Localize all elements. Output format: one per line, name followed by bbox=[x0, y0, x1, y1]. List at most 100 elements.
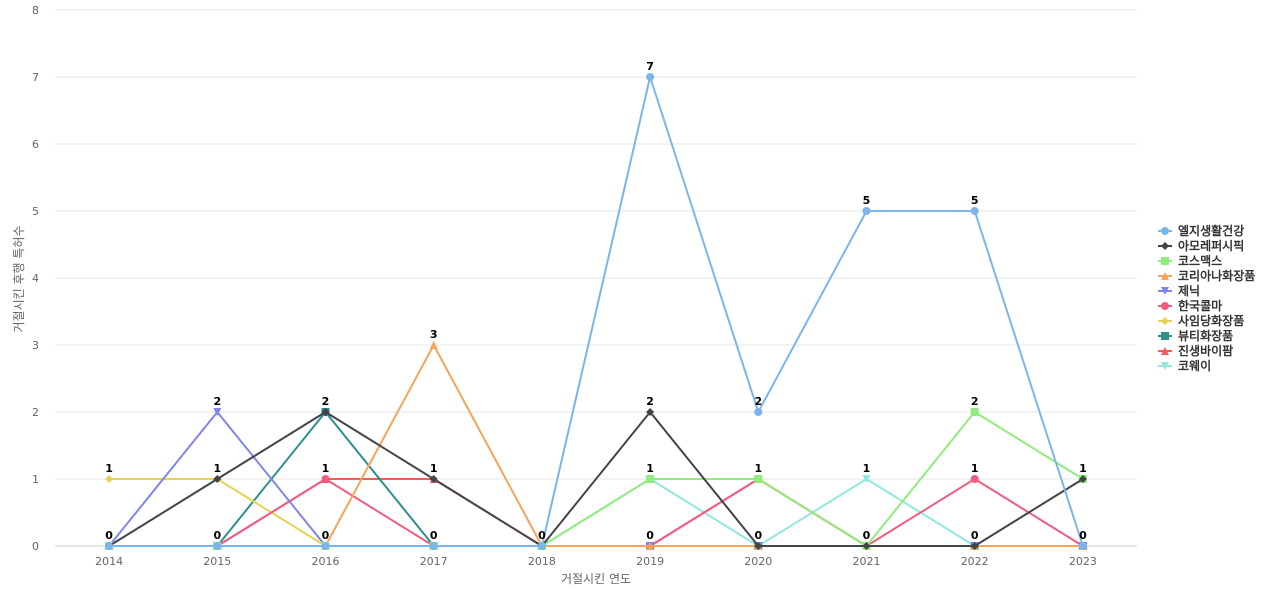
data-label: 1 bbox=[105, 462, 113, 475]
legend-item[interactable]: 제닉 bbox=[1158, 283, 1200, 298]
data-point bbox=[970, 207, 979, 215]
x-tick-label: 2021 bbox=[853, 555, 881, 568]
legend-label: 한국콜마 bbox=[1178, 298, 1222, 313]
data-point bbox=[321, 542, 330, 550]
y-axis-title: 거절시킨 후행 특허수 bbox=[11, 226, 26, 333]
data-label: 0 bbox=[863, 529, 871, 542]
data-label: 0 bbox=[213, 529, 221, 542]
x-tick-label: 2016 bbox=[312, 555, 340, 568]
legend-marker bbox=[1161, 242, 1169, 250]
data-label: 2 bbox=[646, 395, 654, 408]
data-point bbox=[970, 475, 979, 483]
data-label: 3 bbox=[430, 328, 438, 341]
x-tick-label: 2014 bbox=[95, 555, 123, 568]
legend-marker bbox=[1161, 227, 1169, 235]
y-tick-label: 0 bbox=[32, 540, 39, 553]
legend-label: 제닉 bbox=[1178, 283, 1200, 298]
legend-marker bbox=[1161, 362, 1169, 370]
legend-label: 진생바이팜 bbox=[1178, 343, 1233, 358]
legend-item[interactable]: 엘지생활건강 bbox=[1158, 223, 1244, 238]
data-point bbox=[1078, 475, 1087, 483]
data-label: 5 bbox=[863, 194, 871, 207]
x-axis-tick-labels: 2014 2015 2016 2017 2018 2019 2020 2021 2022 2023 bbox=[95, 555, 1097, 568]
data-point bbox=[213, 475, 222, 483]
data-point bbox=[1078, 542, 1087, 550]
x-tick-label: 2023 bbox=[1069, 555, 1097, 568]
legend-item[interactable]: 뷰티화장품 bbox=[1158, 328, 1233, 343]
series-layer bbox=[105, 73, 1087, 550]
data-point bbox=[862, 207, 871, 215]
data-point bbox=[862, 542, 871, 550]
data-label: 1 bbox=[1079, 462, 1087, 475]
data-point bbox=[646, 73, 655, 81]
legend-label: 엘지생활건강 bbox=[1178, 223, 1244, 238]
legend-marker bbox=[1161, 347, 1169, 355]
data-label: 0 bbox=[754, 529, 762, 542]
y-tick-label: 4 bbox=[32, 272, 39, 285]
legend-label: 사임당화장품 bbox=[1178, 313, 1244, 328]
data-label: 0 bbox=[971, 529, 979, 542]
legend-label: 코웨이 bbox=[1178, 358, 1211, 373]
legend-item[interactable]: 코리아나화장품 bbox=[1158, 268, 1255, 283]
x-axis-title: 거절시킨 연도 bbox=[561, 572, 631, 586]
series-line bbox=[108, 411, 1084, 547]
data-point bbox=[321, 475, 330, 483]
data-label: 2 bbox=[754, 395, 762, 408]
legend-marker bbox=[1161, 272, 1169, 280]
grid-lines bbox=[55, 9, 1137, 547]
y-tick-label: 2 bbox=[32, 406, 39, 419]
data-label: 0 bbox=[322, 529, 330, 542]
data-point bbox=[105, 542, 114, 550]
data-point bbox=[213, 542, 222, 550]
series-1 bbox=[105, 73, 1087, 550]
legend-item[interactable]: 아모레퍼시픽 bbox=[1158, 238, 1244, 253]
data-point bbox=[537, 542, 546, 550]
x-tick-label: 2015 bbox=[203, 555, 231, 568]
data-label: 1 bbox=[754, 462, 762, 475]
data-point bbox=[429, 341, 438, 349]
data-point bbox=[321, 408, 330, 416]
data-point bbox=[646, 475, 655, 483]
data-label: 0 bbox=[646, 529, 654, 542]
legend-item[interactable]: 코웨이 bbox=[1158, 358, 1211, 373]
legend-marker bbox=[1161, 257, 1169, 265]
data-point bbox=[646, 542, 655, 550]
x-tick-label: 2017 bbox=[420, 555, 448, 568]
data-label: 2 bbox=[322, 395, 330, 408]
data-point bbox=[754, 408, 763, 416]
x-tick-label: 2022 bbox=[961, 555, 989, 568]
data-point bbox=[970, 542, 979, 550]
x-tick-label: 2018 bbox=[528, 555, 556, 568]
data-label: 1 bbox=[971, 462, 979, 475]
y-tick-label: 8 bbox=[32, 4, 39, 17]
x-tick-label: 2020 bbox=[744, 555, 772, 568]
legend-label: 코스맥스 bbox=[1178, 253, 1222, 268]
data-label: 0 bbox=[105, 529, 113, 542]
data-label: 1 bbox=[863, 462, 871, 475]
data-point bbox=[213, 408, 222, 416]
data-label: 2 bbox=[971, 395, 979, 408]
data-point bbox=[646, 408, 655, 416]
legend-item[interactable]: 코스맥스 bbox=[1158, 253, 1222, 268]
series-line bbox=[109, 344, 1083, 547]
legend-item[interactable]: 한국콜마 bbox=[1158, 298, 1222, 313]
legend-label: 뷰티화장품 bbox=[1178, 328, 1233, 343]
data-point bbox=[754, 542, 763, 550]
data-label: 0 bbox=[538, 529, 546, 542]
y-tick-label: 1 bbox=[32, 473, 39, 486]
legend-marker bbox=[1161, 332, 1169, 340]
data-point bbox=[105, 475, 114, 483]
y-tick-label: 5 bbox=[32, 205, 39, 218]
data-label: 0 bbox=[1079, 529, 1087, 542]
legend-item[interactable]: 진생바이팜 bbox=[1158, 343, 1233, 358]
legend[interactable]: 엘지생활건강아모레퍼시픽코스맥스코리아나화장품제닉한국콜마사임당화장품뷰티화장품… bbox=[1158, 223, 1255, 373]
data-label: 2 bbox=[213, 395, 221, 408]
legend-label: 코리아나화장품 bbox=[1178, 268, 1255, 283]
legend-item[interactable]: 사임당화장품 bbox=[1158, 313, 1244, 328]
data-point bbox=[970, 408, 979, 416]
data-label: 7 bbox=[646, 60, 654, 73]
legend-marker bbox=[1161, 287, 1169, 295]
data-label: 1 bbox=[213, 462, 221, 475]
